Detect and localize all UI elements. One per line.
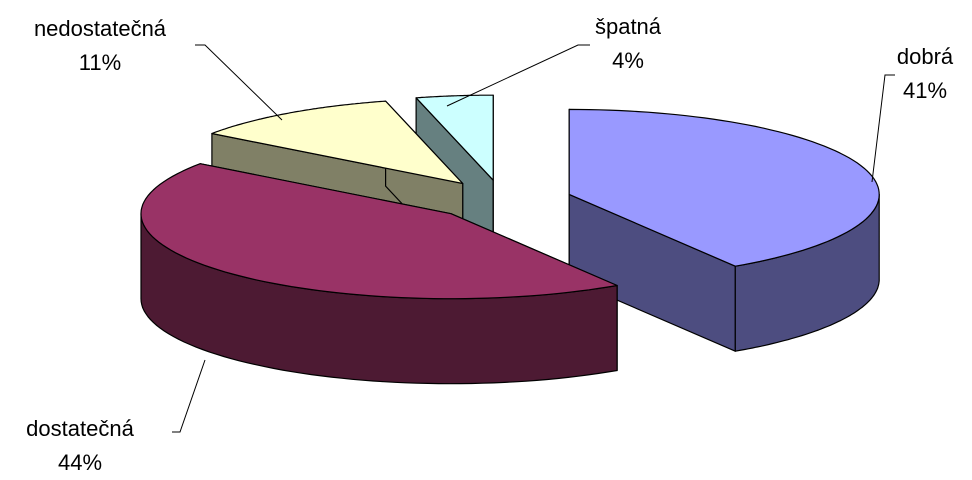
- category-label: dostatečná: [26, 416, 134, 441]
- category-label: nedostatečná: [34, 16, 167, 41]
- slice: [211, 100, 464, 185]
- value-label: 11%: [79, 50, 121, 75]
- leader-line: [195, 44, 283, 121]
- leader-line: [172, 359, 206, 433]
- leader-line: [446, 44, 590, 107]
- category-label: špatná: [595, 14, 662, 39]
- category-label: dobrá: [897, 44, 954, 69]
- slice: [568, 108, 880, 267]
- value-label: 44%: [58, 450, 102, 475]
- value-label: 4%: [612, 48, 644, 73]
- value-label: 41%: [903, 78, 947, 103]
- leader-line: [871, 74, 895, 183]
- slice: [140, 163, 618, 300]
- slice: [415, 94, 494, 181]
